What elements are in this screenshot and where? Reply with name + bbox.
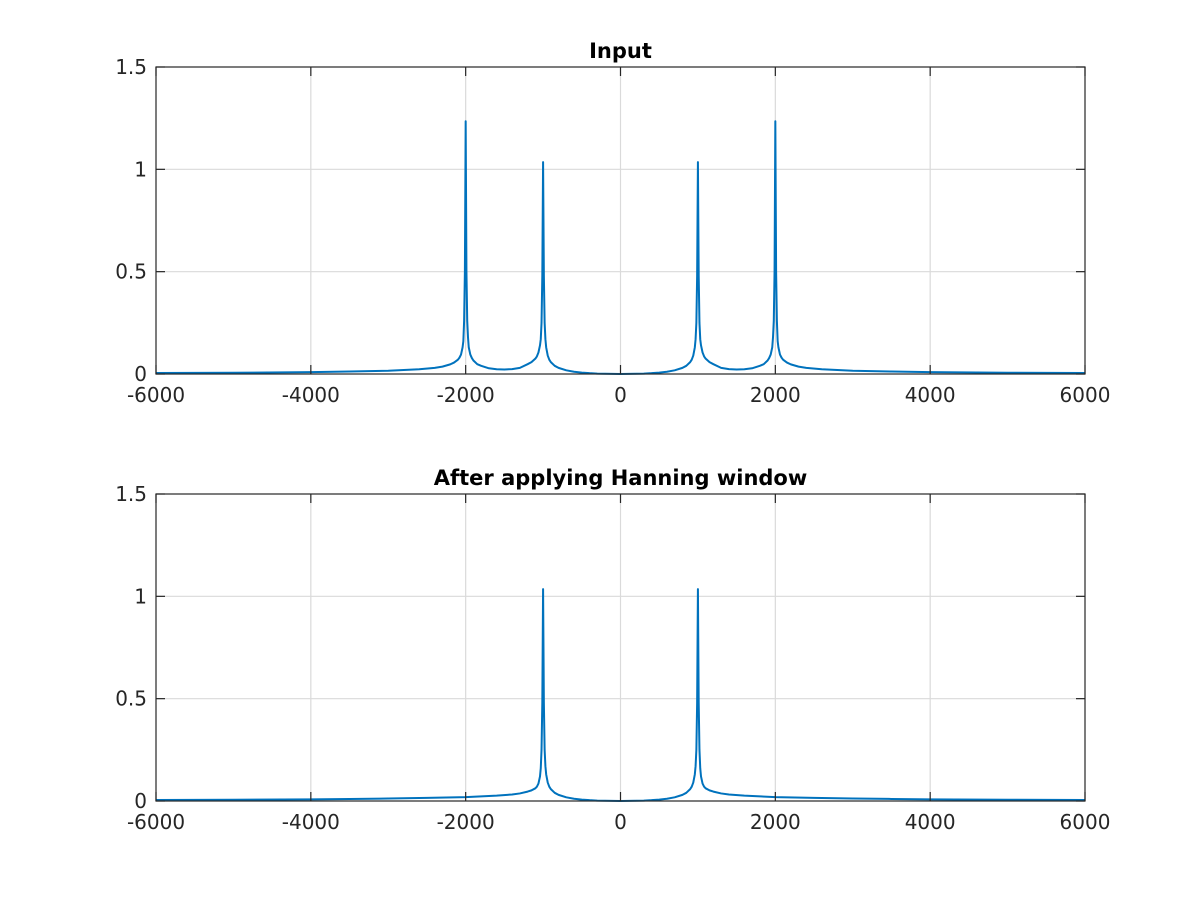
y-tick-label: 0.5 [115,260,147,284]
subplot-1: -6000 -4000 -2000 0 2000 4000 6000 0 0.5 1 1.5 Inpu… [115,39,1110,407]
x-tick-label: 6000 [1060,383,1111,407]
y-tick-label: 0 [134,789,147,813]
x-tick-label: -2000 [437,383,495,407]
x-tick-label: -2000 [437,810,495,834]
x-tick-label: -6000 [127,383,185,407]
y-tick-label: 1.5 [115,482,147,506]
y-tick-label: 0.5 [115,687,147,711]
x-tick-label: 2000 [750,810,801,834]
y-tick-label: 1.5 [115,55,147,79]
y-tick-label: 1 [134,584,147,608]
x-tick-label: 2000 [750,383,801,407]
x-tick-label: -4000 [282,810,340,834]
x-tick-label: 0 [614,810,627,834]
x-tick-label: 0 [614,383,627,407]
x-tick-label: -6000 [127,810,185,834]
chart-title: After applying Hanning window [434,466,808,490]
x-tick-label: -4000 [282,383,340,407]
x-tick-label: 4000 [905,810,956,834]
chart-title: Input [589,39,652,63]
x-tick-label: 4000 [905,383,956,407]
x-tick-label: 6000 [1060,810,1111,834]
y-tick-label: 0 [134,362,147,386]
y-tick-label: 1 [134,157,147,181]
subplot-2: -6000 -4000 -2000 0 2000 4000 6000 0 0.5 1 1.5 Afte… [115,466,1110,834]
